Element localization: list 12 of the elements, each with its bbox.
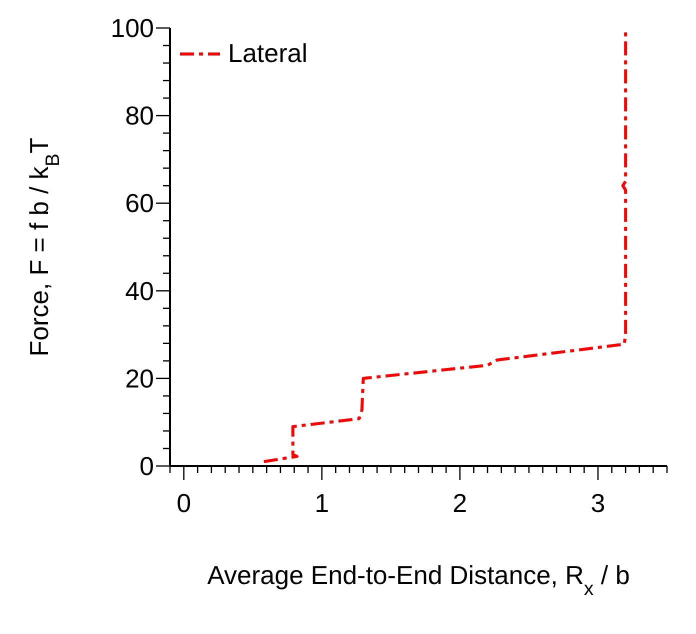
x-tick-label: 1: [314, 488, 330, 518]
legend-label: Lateral: [228, 38, 308, 69]
x-tick-label: 3: [590, 488, 606, 518]
y-tick-label: 40: [125, 276, 154, 306]
y-tick-label: 20: [125, 363, 154, 394]
y-tick-label: 100: [110, 13, 154, 43]
x-tick-label: 0: [176, 488, 192, 518]
x-tick-label: 2: [452, 488, 468, 518]
y-tick-label: 60: [125, 188, 154, 218]
y-tick-label: 80: [125, 100, 154, 131]
x-axis-title: Average End-to-End Distance, R$_{x}$ / b: [207, 560, 630, 600]
y-tick-label: 0: [140, 451, 154, 481]
